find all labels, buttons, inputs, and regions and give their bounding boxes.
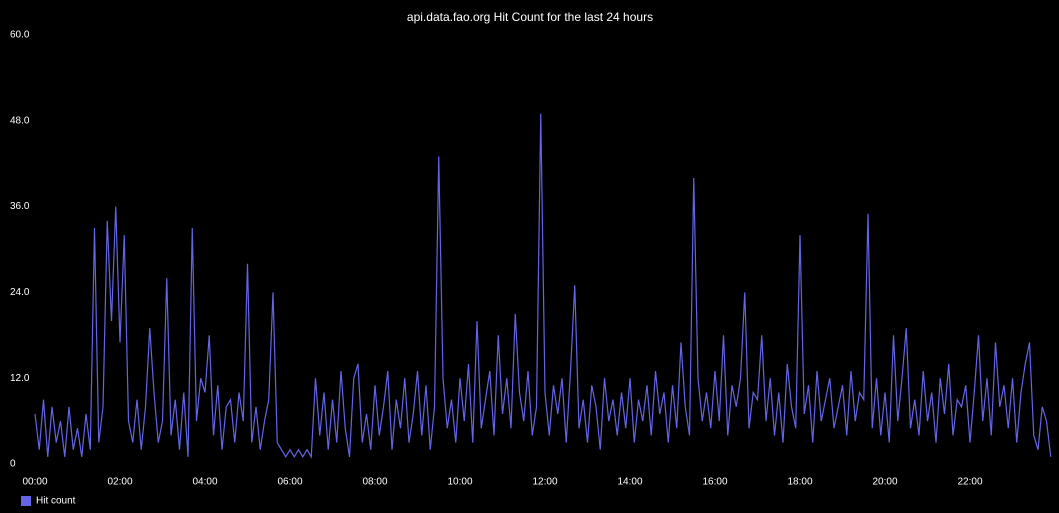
x-tick-label: 02:00 <box>107 477 132 488</box>
y-tick-label: 0 <box>10 459 16 470</box>
y-tick-label: 24.0 <box>10 287 30 298</box>
y-tick-label: 48.0 <box>10 115 30 126</box>
y-tick-label: 36.0 <box>10 201 30 212</box>
chart-title: api.data.fao.org Hit Count for the last … <box>407 10 653 24</box>
x-tick-label: 06:00 <box>277 477 302 488</box>
legend-swatch <box>21 496 31 506</box>
x-tick-label: 18:00 <box>787 477 812 488</box>
data-line <box>34 113 1052 459</box>
legend-label: Hit count <box>36 496 76 507</box>
x-tick-label: 10:00 <box>447 477 472 488</box>
x-tick-label: 22:00 <box>957 477 982 488</box>
y-tick-label: 60.0 <box>10 30 30 41</box>
x-tick-label: 16:00 <box>702 477 727 488</box>
x-tick-label: 14:00 <box>617 477 642 488</box>
x-tick-label: 04:00 <box>192 477 217 488</box>
x-tick-label: 12:00 <box>532 477 557 488</box>
x-tick-label: 20:00 <box>872 477 897 488</box>
x-tick-label: 00:00 <box>22 477 47 488</box>
x-tick-label: 08:00 <box>362 477 387 488</box>
y-tick-label: 12.0 <box>10 373 30 384</box>
